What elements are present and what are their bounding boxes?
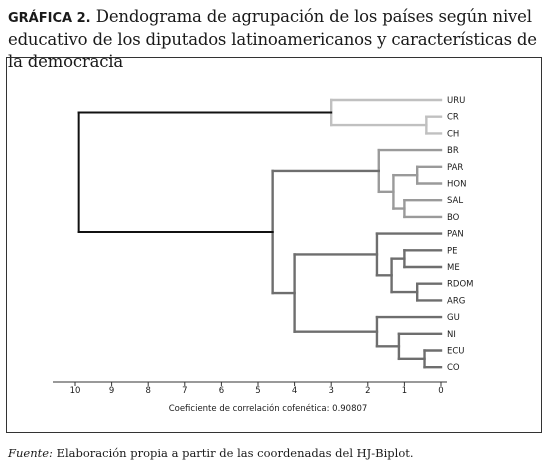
- dendrogram-links: [77, 98, 443, 369]
- figure-caption: GRÁFICA 2. Dendograma de agrupación de l…: [8, 6, 552, 73]
- leaf-label-me: ME: [447, 263, 460, 273]
- x-tick-label-8: 8: [145, 386, 150, 396]
- figure-label: GRÁFICA 2.: [8, 11, 91, 26]
- leaf-label-co: CO: [447, 363, 460, 373]
- source-note: Fuente: Elaboración propia a partir de l…: [8, 446, 414, 460]
- leaf-label-ni: NI: [447, 330, 456, 340]
- leaf-label-gu: GU: [447, 313, 460, 323]
- x-tick-label-2: 2: [365, 386, 370, 396]
- dendrogram-chart: URU CR CH BR PAR HON SAL BO PAN PE ME RDOM ARG GU NI EC…: [53, 96, 473, 414]
- leaf-label-bo: BO: [447, 213, 460, 223]
- x-tick-label-4: 4: [292, 386, 297, 396]
- leaf-label-par: PAR: [447, 163, 463, 173]
- source-text: Elaboración propia a partir de las coord…: [56, 446, 414, 460]
- leaf-labels: URU CR CH BR PAR HON SAL BO PAN PE ME RDOM ARG GU NI EC…: [447, 96, 473, 373]
- leaf-label-hon: HON: [447, 180, 466, 190]
- leaf-label-sal: SAL: [447, 196, 463, 206]
- leaf-label-ch: CH: [447, 129, 459, 139]
- source-label: Fuente:: [8, 446, 53, 460]
- leaf-label-br: BR: [447, 146, 459, 156]
- leaf-label-pan: PAN: [447, 230, 464, 240]
- x-tick-label-9: 9: [109, 386, 114, 396]
- leaf-label-arg: ARG: [447, 296, 465, 306]
- x-tick-label-10: 10: [70, 386, 81, 396]
- leaf-label-uru: URU: [447, 96, 465, 106]
- x-axis-ticks: 10 9 8 7 6 5 4 3 2 1 0: [70, 382, 444, 396]
- x-tick-label-6: 6: [219, 386, 224, 396]
- leaf-label-rdom: RDOM: [447, 280, 473, 290]
- chart-frame: [6, 57, 542, 433]
- x-tick-label-0: 0: [438, 386, 443, 396]
- x-tick-label-3: 3: [328, 386, 333, 396]
- figure-title: Dendograma de agrupación de los países s…: [8, 7, 537, 71]
- leaf-label-pe: PE: [447, 246, 458, 256]
- leaf-label-cr: CR: [447, 113, 459, 123]
- x-tick-label-7: 7: [182, 386, 187, 396]
- leaf-label-ecu: ECU: [447, 347, 465, 357]
- x-axis: 10 9 8 7 6 5 4 3 2 1 0 Coeficiente de correlación …: [53, 381, 447, 414]
- x-axis-label: Coeficiente de correlación cofenética: 0…: [169, 403, 368, 414]
- x-tick-label-1: 1: [402, 386, 407, 396]
- x-tick-label-5: 5: [255, 386, 260, 396]
